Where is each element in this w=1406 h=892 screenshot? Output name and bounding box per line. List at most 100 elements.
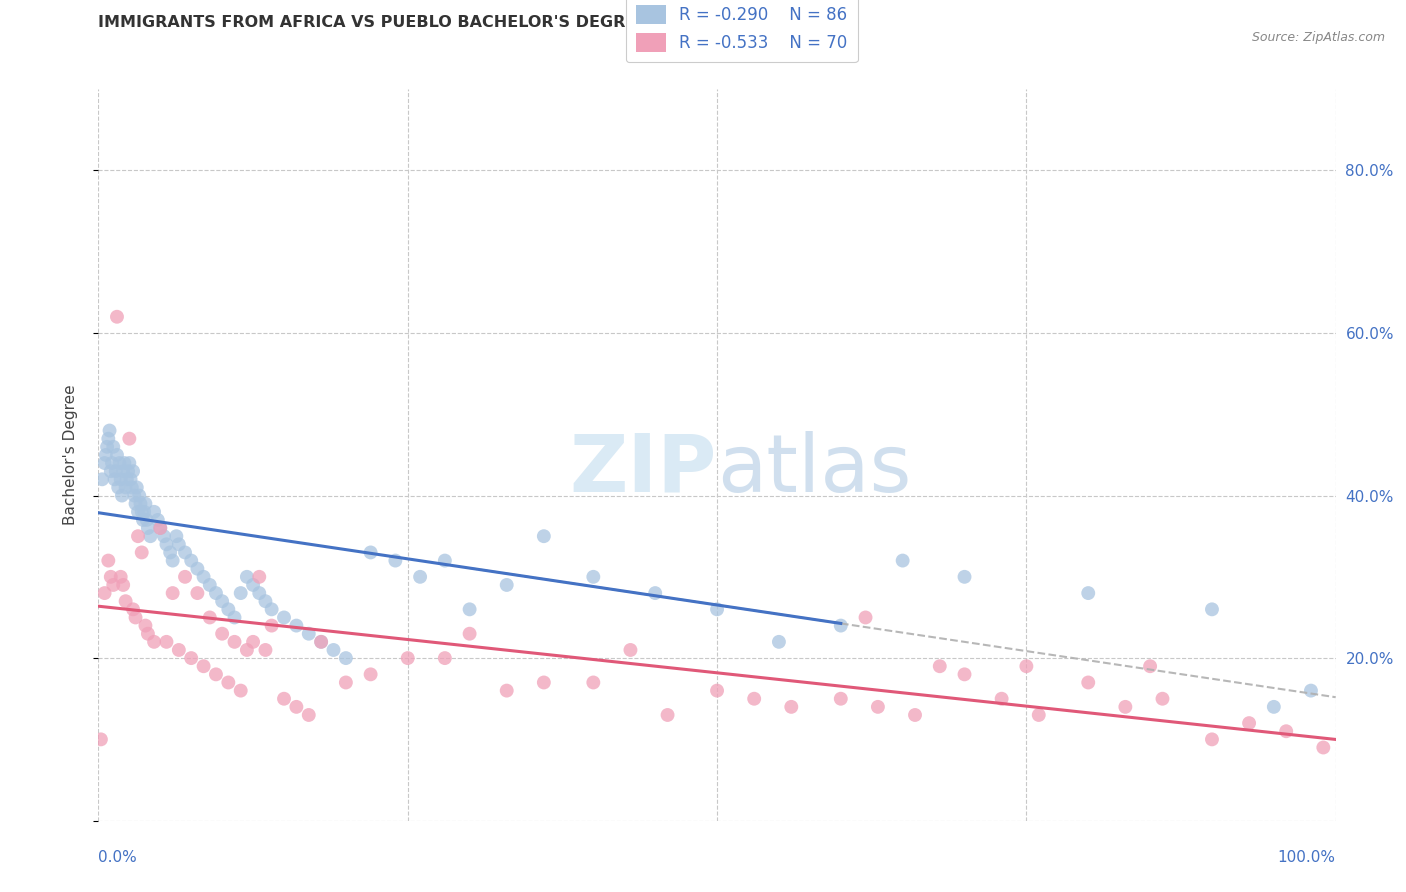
Point — [242, 635, 264, 649]
Point — [174, 570, 197, 584]
Point — [1312, 740, 1334, 755]
Y-axis label: Bachelor's Degree: Bachelor's Degree — [63, 384, 77, 525]
Point — [118, 432, 141, 446]
Point — [132, 513, 155, 527]
Point — [103, 578, 125, 592]
Point — [1263, 699, 1285, 714]
Point — [93, 586, 115, 600]
Point — [211, 626, 233, 640]
Text: atlas: atlas — [717, 431, 911, 508]
Legend: R = -0.290    N = 86, R = -0.533    N = 70: R = -0.290 N = 86, R = -0.533 N = 70 — [626, 0, 858, 62]
Point — [155, 537, 177, 551]
Point — [260, 602, 283, 616]
Point — [198, 610, 221, 624]
Point — [193, 659, 215, 673]
Point — [247, 586, 270, 600]
Point — [224, 610, 246, 624]
Point — [1201, 602, 1223, 616]
Point — [124, 497, 146, 511]
Text: 0.0%: 0.0% — [98, 850, 138, 865]
Point — [115, 472, 138, 486]
Point — [217, 602, 239, 616]
Point — [96, 440, 118, 454]
Point — [114, 594, 136, 608]
Point — [619, 643, 641, 657]
Point — [335, 651, 357, 665]
Point — [285, 699, 308, 714]
Point — [990, 691, 1012, 706]
Point — [433, 553, 456, 567]
Point — [162, 553, 184, 567]
Point — [124, 610, 146, 624]
Point — [122, 602, 145, 616]
Point — [107, 480, 129, 494]
Point — [186, 562, 208, 576]
Point — [94, 448, 117, 462]
Point — [198, 578, 221, 592]
Point — [742, 691, 765, 706]
Point — [146, 513, 169, 527]
Point — [128, 489, 150, 503]
Point — [309, 635, 332, 649]
Point — [830, 618, 852, 632]
Point — [891, 553, 914, 567]
Point — [904, 708, 927, 723]
Point — [533, 529, 555, 543]
Point — [129, 497, 152, 511]
Point — [855, 610, 877, 624]
Point — [866, 699, 889, 714]
Point — [114, 480, 136, 494]
Point — [1237, 716, 1260, 731]
Point — [159, 545, 181, 559]
Point — [1201, 732, 1223, 747]
Point — [174, 545, 197, 559]
Point — [136, 626, 159, 640]
Point — [224, 635, 246, 649]
Point — [112, 456, 135, 470]
Point — [180, 553, 202, 567]
Point — [118, 456, 141, 470]
Point — [495, 578, 517, 592]
Point — [830, 691, 852, 706]
Point — [298, 708, 321, 723]
Point — [108, 456, 131, 470]
Point — [134, 618, 156, 632]
Point — [236, 570, 259, 584]
Point — [396, 651, 419, 665]
Point — [1077, 675, 1099, 690]
Point — [127, 529, 149, 543]
Point — [706, 683, 728, 698]
Point — [953, 570, 976, 584]
Point — [136, 521, 159, 535]
Point — [112, 464, 135, 478]
Point — [229, 586, 252, 600]
Point — [117, 464, 139, 478]
Point — [205, 586, 228, 600]
Point — [124, 489, 146, 503]
Point — [360, 667, 382, 681]
Point — [100, 570, 122, 584]
Point — [273, 610, 295, 624]
Point — [155, 635, 177, 649]
Point — [167, 643, 190, 657]
Point — [153, 529, 176, 543]
Point — [229, 683, 252, 698]
Point — [97, 553, 120, 567]
Point — [90, 732, 112, 747]
Point — [135, 513, 157, 527]
Point — [211, 594, 233, 608]
Point — [110, 570, 132, 584]
Point — [149, 521, 172, 535]
Point — [180, 651, 202, 665]
Point — [111, 489, 134, 503]
Point — [657, 708, 679, 723]
Point — [134, 497, 156, 511]
Point — [928, 659, 950, 673]
Point — [112, 578, 135, 592]
Point — [1275, 724, 1298, 739]
Point — [100, 464, 122, 478]
Point — [101, 456, 124, 470]
Point — [458, 602, 481, 616]
Point — [131, 505, 153, 519]
Point — [458, 626, 481, 640]
